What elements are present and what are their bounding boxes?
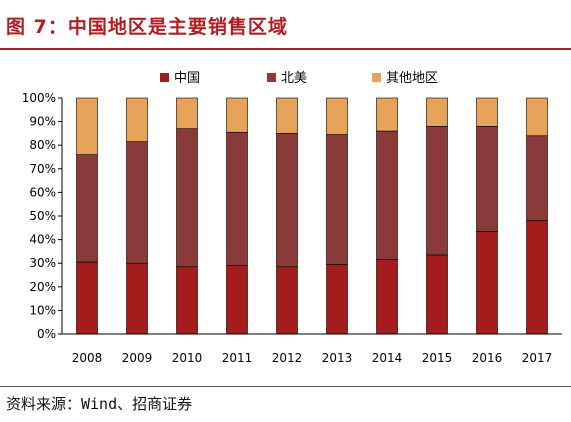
x-tick-label: 2010 [172,351,203,365]
bar-segment-2010-2 [176,97,198,129]
bar-segment-2012-2 [276,97,298,134]
bars [76,97,548,335]
source-note: 资料来源：Wind、招商证券 [6,395,193,413]
x-tick-label: 2009 [122,351,153,365]
y-tick-label: 60% [29,185,56,199]
bar-segment-2010-0 [176,266,198,335]
stacked-bar-chart: 中国 北美 其他地区 0% 10% 20% 30% 40% 50% 60% 70% 80% 90% 10… [22,71,562,365]
bar-segment-2015-1 [426,126,448,256]
bar-segment-2012-1 [276,133,298,268]
bar-segment-2014-1 [376,130,398,260]
bar-segment-2013-0 [326,264,348,335]
bar-segment-2015-2 [426,97,448,127]
bar-segment-2008-0 [76,261,98,335]
figure-title: 图 7：中国地区是主要销售区域 [6,16,288,38]
y-tick-label: 20% [29,280,56,294]
bar-segment-2013-2 [326,97,348,135]
legend-label-1: 北美 [281,71,307,86]
bar-segment-2015-0 [426,254,448,335]
y-tick-label: 30% [29,256,56,270]
legend-label-2: 其他地区 [386,71,438,86]
title-rule [0,48,571,50]
x-tick-label: 2012 [272,351,303,365]
x-axis: 2008 2009 2010 2011 2012 2013 2014 2015 2016 2017 [62,333,562,365]
y-tick-label: 50% [29,209,56,223]
x-tick-label: 2013 [322,351,353,365]
y-axis: 0% 10% 20% 30% 40% 50% 60% 70% 80% 90% 100% [22,91,63,341]
x-tick-label: 2008 [72,351,103,365]
bar-segment-2010-1 [176,128,198,268]
y-tick-label: 90% [29,115,56,129]
legend-swatch-1 [267,73,276,82]
bar-segment-2014-0 [376,259,398,335]
bar-segment-2012-0 [276,266,298,335]
chart-legend: 中国 北美 其他地区 [160,71,438,86]
bar-segment-2009-2 [126,97,148,142]
bar-segment-2017-2 [526,97,548,137]
y-tick-label: 80% [29,138,56,152]
bar-segment-2009-1 [126,141,148,264]
bar-segment-2016-0 [476,231,498,335]
bar-segment-2008-2 [76,97,98,155]
bar-segment-2011-0 [226,265,248,335]
bar-segment-2013-1 [326,134,348,265]
legend-swatch-0 [160,73,169,82]
x-tick-label: 2014 [372,351,403,365]
y-tick-label: 100% [22,91,56,105]
y-tick-label: 10% [29,303,56,317]
y-tick-label: 40% [29,233,56,247]
x-tick-label: 2017 [522,351,553,365]
bar-segment-2014-2 [376,97,398,132]
bar-segment-2011-2 [226,97,248,133]
x-tick-label: 2015 [422,351,453,365]
legend-label-0: 中国 [174,71,200,86]
bar-segment-2009-0 [126,262,148,335]
y-tick-label: 0% [37,327,56,341]
bar-segment-2016-1 [476,126,498,232]
source-rule [0,386,571,387]
x-tick-label: 2011 [222,351,253,365]
bar-segment-2008-1 [76,154,98,263]
bar-segment-2017-1 [526,135,548,222]
bar-segment-2017-0 [526,220,548,335]
bar-segment-2016-2 [476,97,498,127]
bar-segment-2011-1 [226,131,248,266]
y-tick-label: 70% [29,162,56,176]
x-tick-label: 2016 [472,351,503,365]
legend-swatch-2 [372,73,381,82]
